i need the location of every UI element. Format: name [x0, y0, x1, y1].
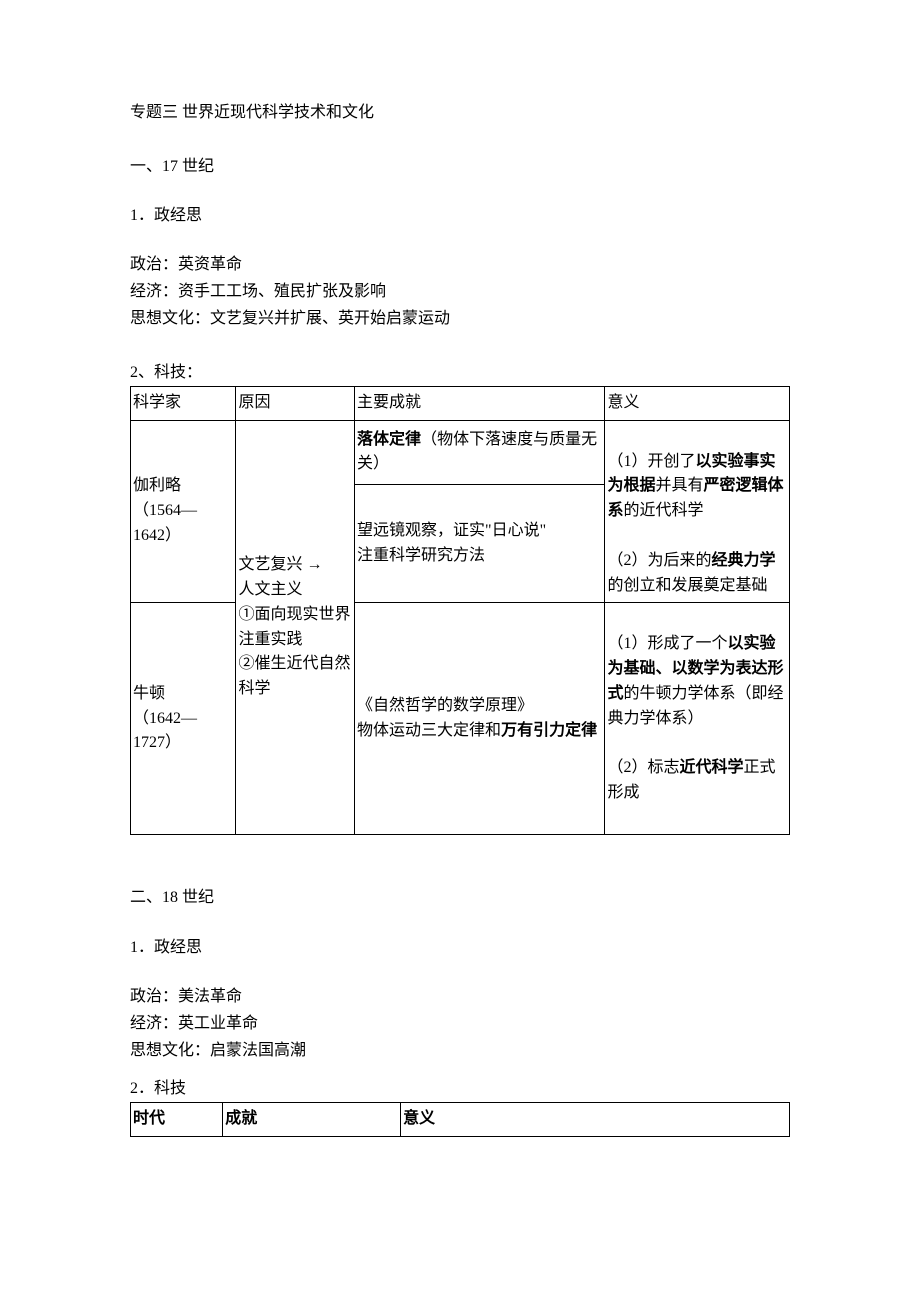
table-18th-century-science: 时代 成就 意义 [130, 1102, 790, 1137]
header2-achievement: 成就 [223, 1102, 401, 1136]
context-culture: 思想文化：文艺复兴并扩展、英开始启蒙运动 [130, 305, 790, 332]
table-row-newton: 牛顿 （1642—1727） 《自然哲学的数学原理》 物体运动三大定律和万有引力… [131, 603, 790, 835]
section-1-heading: 一、17 世纪 [130, 154, 790, 180]
table-header-row: 科学家 原因 主要成就 意义 [131, 386, 790, 420]
galileo-sig-1e: 的近代科学 [623, 502, 703, 519]
cell-galileo-significance: （1）开创了以实验事实为根据并具有严密逻辑体系的近代科学 （2）为后来的经典力学… [605, 420, 790, 603]
header-scientist: 科学家 [131, 386, 236, 420]
section-2-heading: 二、18 世纪 [130, 885, 790, 911]
cell-newton-significance: （1）形成了一个以实验为基础、以数学为表达形式的牛顿力学体系（即经典力学体系） … [605, 603, 790, 835]
section-2-sub-2: 2．科技 [130, 1076, 790, 1102]
newton-sig-2b: 近代科学 [679, 759, 743, 776]
falling-body-law: 落体定律 [357, 431, 421, 448]
table2-header-row: 时代 成就 意义 [131, 1102, 790, 1136]
galileo-sig-2a: （2）为后来的 [607, 552, 711, 569]
galileo-sig-1a: （1）开创了 [607, 453, 695, 470]
galileo-dates: （1564—1642） [133, 502, 197, 544]
galileo-name: 伽利略 [133, 477, 181, 494]
method-line: 注重科学研究方法 [357, 547, 485, 564]
context-economy: 经济：资手工工场、殖民扩张及影响 [130, 278, 790, 305]
section-1-sub-2: 2、科技： [130, 360, 790, 386]
newton-dates: （1642—1727） [133, 710, 197, 752]
galileo-sig-1c: 并具有 [655, 477, 703, 494]
context-politics: 政治：英资革命 [130, 251, 790, 278]
header-achievement: 主要成就 [355, 386, 605, 420]
context2-politics: 政治：美法革命 [130, 983, 790, 1010]
newton-sig-2a: （2）标志 [607, 759, 679, 776]
principia: 《自然哲学的数学原理》 [357, 697, 533, 714]
table-17th-century-science: 科学家 原因 主要成就 意义 伽利略 （1564—1642） 文艺复兴 → 人文… [130, 386, 790, 836]
context2-economy: 经济：英工业革命 [130, 1010, 790, 1037]
newton-sig-1c: 的牛顿力学体系（即经典力学体系） [607, 685, 783, 727]
header-significance: 意义 [605, 386, 790, 420]
cell-newton-name: 牛顿 （1642—1727） [131, 603, 236, 835]
header-reason: 原因 [236, 386, 355, 420]
table-row-galileo-top: 伽利略 （1564—1642） 文艺复兴 → 人文主义 ①面向现实世界注重实践 … [131, 420, 790, 484]
newton-name: 牛顿 [133, 685, 165, 702]
galileo-sig-2b: 经典力学 [711, 552, 775, 569]
cell-galileo-achievement-bottom: 望远镜观察，证实"日心说" 注重科学研究方法 [355, 484, 605, 602]
cell-newton-achievement: 《自然哲学的数学原理》 物体运动三大定律和万有引力定律 [355, 603, 605, 835]
newton-sig-1a: （1）形成了一个 [607, 635, 727, 652]
reason-line-a: 文艺复兴 → [238, 556, 322, 573]
section-2-context-block: 政治：美法革命 经济：英工业革命 思想文化：启蒙法国高潮 [130, 983, 790, 1065]
section-1-context-block: 政治：英资革命 经济：资手工工场、殖民扩张及影响 思想文化：文艺复兴并扩展、英开… [130, 251, 790, 333]
header2-significance: 意义 [401, 1102, 790, 1136]
reason-line-b: 人文主义 [238, 581, 302, 598]
cell-galileo-achievement-top: 落体定律（物体下落速度与质量无关） [355, 420, 605, 484]
telescope-line: 望远镜观察，证实"日心说" [357, 522, 546, 539]
page-title: 专题三 世界近现代科学技术和文化 [130, 100, 790, 126]
cell-galileo-name: 伽利略 （1564—1642） [131, 420, 236, 603]
context2-culture: 思想文化：启蒙法国高潮 [130, 1037, 790, 1064]
three-laws-pre: 物体运动三大定律和 [357, 722, 501, 739]
cell-reason: 文艺复兴 → 人文主义 ①面向现实世界注重实践 ②催生近代自然科学 [236, 420, 355, 835]
section-1-sub-1: 1．政经思 [130, 203, 790, 229]
section-2-sub-1: 1．政经思 [130, 935, 790, 961]
gravity-law: 万有引力定律 [501, 722, 597, 739]
header2-era: 时代 [131, 1102, 223, 1136]
reason-line-c: ①面向现实世界注重实践 [238, 606, 350, 648]
reason-line-d: ②催生近代自然科学 [238, 655, 350, 697]
galileo-sig-2c: 的创立和发展奠定基础 [607, 577, 767, 594]
